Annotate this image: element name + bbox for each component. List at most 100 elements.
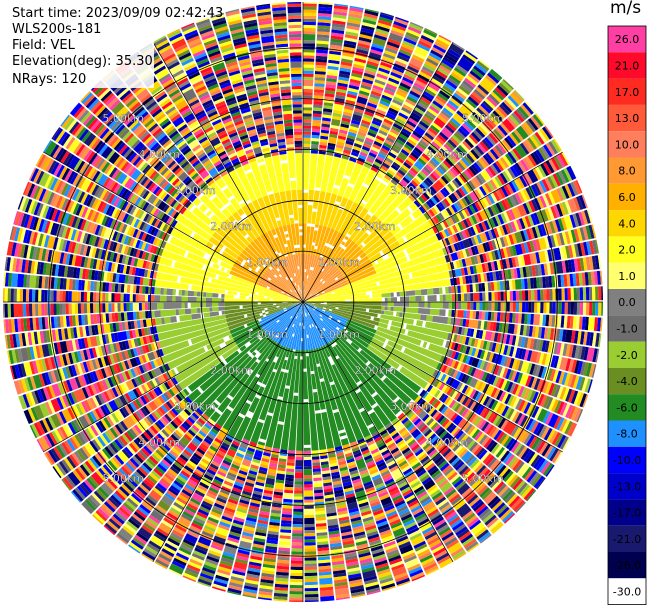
gate-cell: [512, 302, 517, 312]
gate-cell: [504, 137, 514, 149]
gate-cell: [472, 147, 482, 158]
gate-cell: [461, 209, 468, 219]
gate-cell: [515, 347, 521, 359]
gate-cell: [344, 262, 373, 280]
gate-cell: [561, 201, 569, 215]
gate-cell: [391, 26, 406, 35]
radar-rays: [2, 1, 604, 603]
gate-cell: [440, 405, 449, 415]
gate-cell: [323, 102, 334, 107]
gate-cell: [558, 329, 564, 342]
gate-cell: [303, 67, 314, 71]
gate-cell: [552, 369, 559, 383]
gate-cell: [348, 162, 363, 186]
gate-cell: [393, 302, 410, 307]
gate-cell: [311, 131, 320, 136]
gate-cell: [314, 89, 324, 93]
gate-cell: [178, 289, 183, 296]
gate-cell: [576, 287, 581, 301]
gate-cell: [491, 302, 495, 311]
gate-cell: [526, 489, 537, 502]
gate-cell: [456, 334, 461, 343]
gate-cell: [313, 92, 324, 97]
gate-cell: [470, 178, 479, 189]
gate-cell: [540, 394, 548, 408]
gate-cell: [468, 346, 474, 356]
gate-cell: [490, 112, 502, 124]
gate-cell: [378, 150, 388, 157]
gate-cell: [22, 303, 27, 317]
gate-cell: [509, 302, 514, 312]
gate-cell: [498, 270, 503, 281]
gate-cell: [408, 154, 417, 162]
gate-cell: [453, 92, 465, 103]
gate-cell: [554, 400, 562, 414]
gate-cell: [132, 285, 137, 294]
gate-cell: [488, 398, 496, 409]
gate-cell: [447, 358, 454, 367]
gate-cell: [549, 288, 553, 301]
gate-cell: [475, 311, 480, 320]
gate-cell: [494, 108, 506, 120]
gate-cell: [584, 316, 589, 331]
gate-cell: [442, 247, 448, 256]
gate-cell: [373, 186, 402, 218]
gate-cell: [441, 365, 448, 373]
gate-cell: [543, 327, 549, 340]
gate-cell: [325, 87, 336, 92]
gate-cell: [573, 407, 582, 422]
gate-cell: [507, 167, 516, 179]
gate-cell: [303, 18, 317, 23]
gate-cell: [319, 589, 334, 597]
gate-cell: [436, 402, 444, 411]
gate-cell: [126, 311, 134, 321]
gate-cell: [549, 430, 559, 444]
gate-cell: [522, 102, 534, 115]
gate-cell: [547, 176, 556, 189]
gate-cell: [303, 91, 313, 96]
gate-cell: [416, 320, 423, 327]
gate-cell: [512, 290, 517, 301]
gate-cell: [497, 158, 507, 170]
gate-cell: [510, 268, 515, 279]
gate-cell: [502, 259, 508, 269]
gate-cell: [542, 276, 547, 288]
gate-cell: [448, 399, 457, 409]
gate-cell: [482, 253, 488, 263]
gate-cell: [458, 231, 465, 240]
gate-cell: [478, 222, 485, 233]
gate-cell: [305, 302, 314, 307]
gate-cell: [486, 272, 491, 282]
gate-cell: [315, 64, 327, 69]
gate-cell: [532, 239, 538, 252]
gate-cell: [552, 302, 556, 314]
gate-cell: [504, 393, 512, 405]
gate-cell: [408, 194, 416, 202]
gate-cell: [448, 286, 452, 294]
gate-cell: [303, 6, 317, 10]
gate-cell: [471, 347, 477, 357]
gate-cell: [102, 292, 106, 302]
gate-cell: [430, 217, 437, 226]
ray: [305, 286, 603, 302]
gate-cell: [395, 138, 405, 146]
gate-cell: [455, 147, 465, 157]
gate-cell: [494, 354, 503, 365]
gate-cell: [503, 198, 511, 210]
gate-cell: [314, 224, 323, 247]
gate-cell: [323, 108, 333, 113]
gate-cell: [373, 114, 384, 121]
gate-cell: [347, 87, 359, 93]
gate-cell: [579, 393, 587, 408]
gate-cell: [358, 39, 371, 46]
gate-cell: [326, 156, 341, 194]
gate-cell: [408, 62, 421, 71]
gate-cell: [469, 441, 479, 452]
gate-cell: [455, 130, 466, 140]
gate-cell: [460, 82, 473, 93]
gate-cell: [381, 124, 391, 131]
gate-cell: [549, 221, 556, 234]
gate-cell: [375, 256, 408, 274]
gate-cell: [184, 302, 188, 309]
gate-cell: [421, 137, 431, 146]
